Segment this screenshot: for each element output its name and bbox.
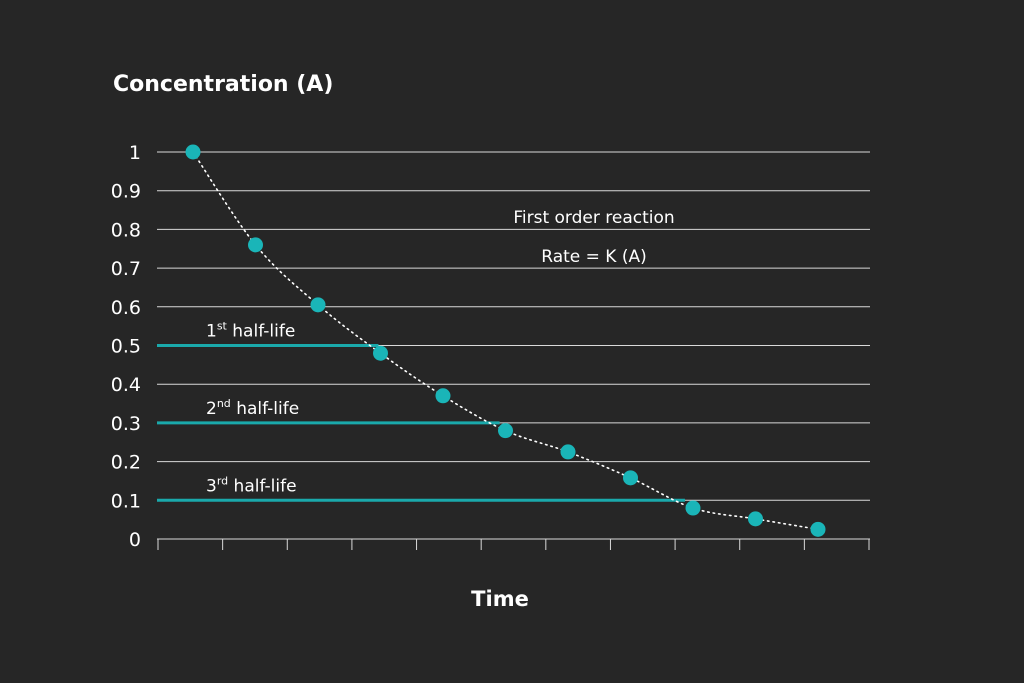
annotation-rate-law: Rate = K (A) <box>541 247 646 267</box>
y-axis-title: Concentration (A) <box>113 72 333 97</box>
data-point <box>310 297 326 313</box>
y-tick-label: 0.5 <box>111 336 141 358</box>
data-points <box>185 144 826 537</box>
data-point <box>685 500 701 516</box>
data-point <box>248 237 263 253</box>
data-point <box>810 521 826 537</box>
half-life-label: 3rd half-life <box>206 474 297 496</box>
half-life-lines <box>157 344 685 502</box>
data-point <box>185 144 201 160</box>
y-tick-label: 0.1 <box>111 490 141 512</box>
half-life-label: 2nd half-life <box>206 397 299 419</box>
y-tick-label: 0.2 <box>111 452 141 474</box>
half-life-label: 1st half-life <box>206 320 295 342</box>
data-point <box>623 470 638 486</box>
y-tick-label: 0.4 <box>111 374 141 396</box>
x-axis-title: Time <box>471 587 529 611</box>
half-life-labels: 1st half-life 2nd half-life 3rd half-life <box>206 320 299 497</box>
data-point <box>748 511 763 527</box>
y-tick-label: 0.9 <box>111 181 141 203</box>
y-tick-label: 0.8 <box>111 219 141 241</box>
data-point <box>435 388 451 404</box>
y-tick-labels: 0 0.1 0.2 0.3 0.4 0.5 0.6 0.7 0.8 0.9 1 <box>111 142 141 551</box>
annotation-reaction-type: First order reaction <box>513 208 674 228</box>
data-point <box>498 423 513 439</box>
data-point <box>560 444 576 460</box>
y-tick-label: 0.6 <box>111 297 141 319</box>
y-tick-label: 0.7 <box>111 258 141 280</box>
x-axis <box>157 538 870 550</box>
y-tick-label: 0 <box>129 529 141 551</box>
data-point <box>373 345 388 361</box>
y-tick-label: 1 <box>129 142 141 164</box>
y-tick-label: 0.3 <box>111 413 141 435</box>
